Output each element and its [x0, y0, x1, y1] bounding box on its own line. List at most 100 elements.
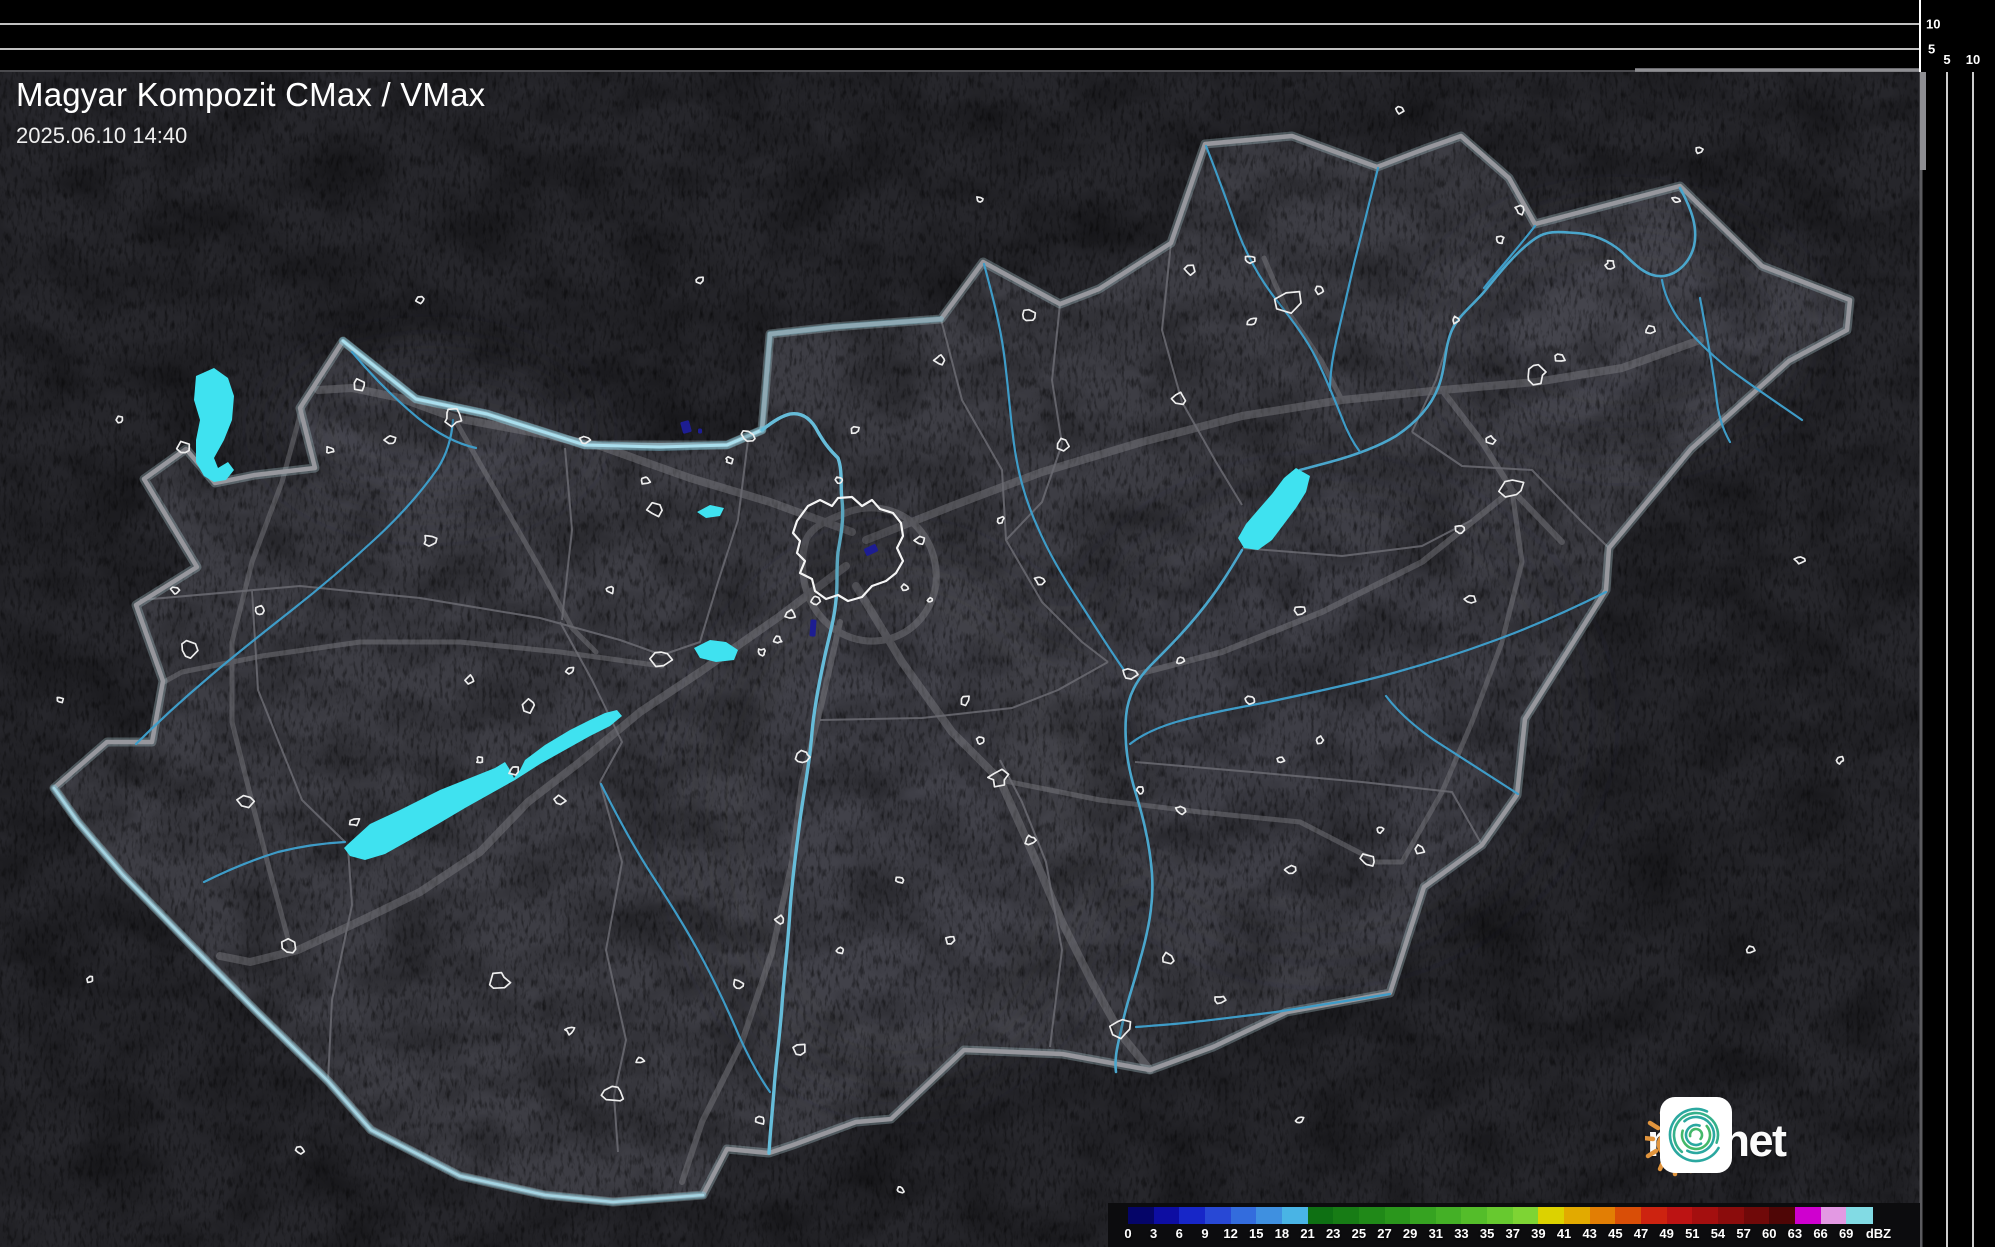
lakes — [194, 368, 1310, 860]
top-scale-label-5: 5 — [1928, 41, 1936, 57]
dbz-tick-label: 15 — [1249, 1226, 1264, 1241]
town-outline — [56, 696, 65, 704]
title-block: Magyar Kompozit CMax / VMax 2025.06.10 1… — [16, 76, 485, 149]
town-outline — [1161, 951, 1175, 965]
dbz-swatch-21 — [1307, 1207, 1334, 1224]
metnet-app-icon — [1660, 1097, 1732, 1173]
dbz-tick-label: 69 — [1838, 1226, 1854, 1241]
dbz-unit-label: dBZ — [1865, 1226, 1892, 1241]
right-scale-label-10: 10 — [1965, 52, 1981, 67]
town-outline — [926, 596, 934, 603]
town-outline — [475, 755, 484, 764]
town-outline — [792, 1043, 806, 1056]
town-outline — [1514, 204, 1525, 216]
dbz-swatch-54 — [1717, 1207, 1745, 1224]
town-outline — [254, 604, 265, 616]
dbz-swatch-27 — [1384, 1207, 1411, 1224]
town-outline — [850, 425, 860, 435]
dbz-swatch-66 — [1820, 1207, 1847, 1224]
town-outline — [564, 666, 575, 675]
town-outline — [1175, 656, 1186, 665]
town-outline — [1283, 864, 1297, 875]
town-outline — [1376, 826, 1385, 835]
dbz-swatch-49 — [1666, 1207, 1693, 1224]
town-outline — [294, 1145, 306, 1155]
town-outline — [1793, 556, 1807, 565]
town-outline — [754, 1115, 765, 1125]
dbz-swatch-69 — [1846, 1207, 1873, 1224]
town-outline — [600, 1085, 625, 1102]
town-outline — [1214, 995, 1227, 1005]
town-outline — [773, 914, 785, 925]
dbz-tick-label: 35 — [1479, 1226, 1495, 1241]
dbz-swatch-63 — [1794, 1207, 1822, 1224]
dbz-tick-label: 45 — [1608, 1226, 1623, 1241]
town-outline — [695, 276, 704, 285]
town-outline — [960, 695, 970, 707]
metnet-logo[interactable]: metnet — [1645, 1096, 1957, 1186]
town-outline — [740, 429, 756, 443]
town-outline — [635, 1056, 646, 1064]
town-outline — [1497, 479, 1525, 498]
dbz-swatch-9 — [1204, 1207, 1232, 1224]
dbz-tick-label: 0 — [1124, 1226, 1132, 1241]
lake-velence — [694, 640, 738, 662]
town-outline — [1695, 146, 1704, 155]
dbz-tick-label: 41 — [1556, 1226, 1572, 1241]
dbz-tick-label: 31 — [1428, 1226, 1444, 1241]
dbz-swatch-23 — [1333, 1207, 1360, 1224]
town-outline — [1273, 290, 1302, 315]
dbz-tick-label: 29 — [1402, 1226, 1418, 1241]
town-outline — [976, 196, 984, 203]
town-outline — [1315, 735, 1325, 745]
town-outline — [1276, 756, 1286, 764]
timestamp: 2025.06.10 14:40 — [16, 123, 188, 148]
dbz-tick-label: 37 — [1505, 1226, 1520, 1241]
town-outline — [1108, 1018, 1132, 1040]
page-title: Magyar Kompozit CMax / VMax — [16, 76, 486, 113]
dbz-tick-label: 47 — [1633, 1226, 1649, 1241]
town-outline — [640, 476, 652, 485]
town-outline — [86, 975, 94, 984]
town-outline — [900, 583, 910, 592]
dbz-tick-label: 3 — [1150, 1226, 1158, 1241]
town-outline — [383, 434, 397, 445]
town-outline — [1024, 834, 1037, 846]
dbz-tick-label: 51 — [1685, 1226, 1700, 1241]
town-outline — [1527, 363, 1547, 386]
town-outline — [1645, 324, 1656, 335]
radar-echo — [809, 619, 817, 637]
town-outline — [464, 674, 475, 685]
right-height-scale — [1946, 72, 1974, 1247]
dbz-swatch-43 — [1589, 1207, 1617, 1224]
towns-layer — [56, 105, 1845, 1194]
dbz-tick-label: 60 — [1762, 1226, 1777, 1241]
dbz-swatch-35 — [1487, 1207, 1514, 1224]
town-outline — [1604, 259, 1616, 270]
town-outline — [353, 377, 366, 392]
town-outline — [986, 768, 1010, 788]
town-outline — [280, 937, 297, 954]
town-outline — [1359, 853, 1375, 867]
dbz-swatch-39 — [1538, 1207, 1565, 1224]
dbz-tick-label: 66 — [1813, 1226, 1828, 1241]
road-network — [161, 255, 1704, 1185]
tisza-river — [1298, 186, 1697, 472]
town-outline — [894, 876, 905, 884]
dbz-swatch-25 — [1358, 1207, 1386, 1224]
town-outline — [488, 971, 512, 990]
town-outline — [1294, 1116, 1305, 1124]
town-outline — [1495, 235, 1505, 245]
town-outline — [772, 635, 783, 644]
town-outline — [1835, 755, 1845, 765]
dbz-swatch-0 — [1128, 1207, 1155, 1224]
dbz-swatch-31 — [1435, 1207, 1463, 1224]
town-outline — [1135, 786, 1145, 795]
town-outline — [1745, 945, 1756, 954]
dbz-tick-label: 25 — [1351, 1226, 1367, 1241]
dbz-tick-label: 33 — [1454, 1226, 1469, 1241]
right-scale-label-5: 5 — [1943, 52, 1951, 67]
dbz-tick-label: 18 — [1274, 1226, 1290, 1241]
